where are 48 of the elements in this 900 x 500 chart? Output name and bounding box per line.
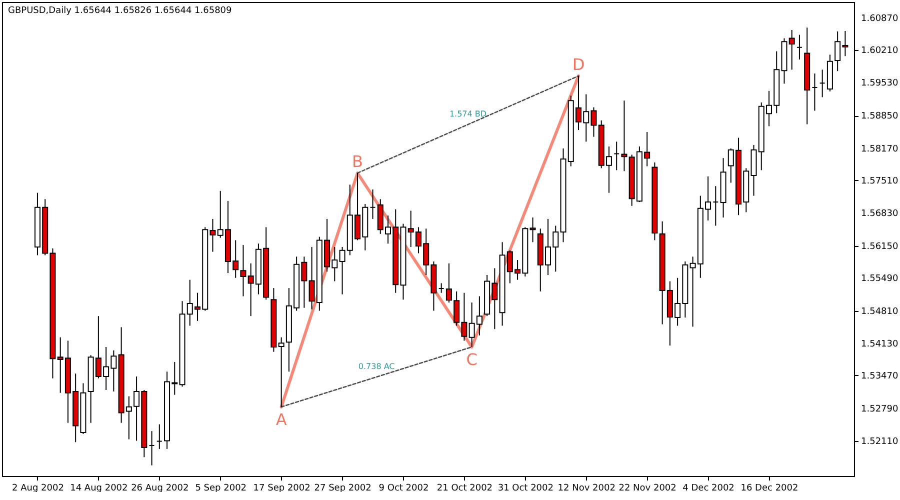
x-tick-label: 9 Oct 2002 <box>378 484 429 494</box>
candlestick <box>438 282 444 294</box>
candlestick <box>712 186 719 226</box>
y-tick-label: 1.56830 <box>861 209 898 220</box>
y-tick-label: 1.52790 <box>861 404 898 414</box>
y-tick-label: 1.55490 <box>861 274 898 284</box>
data-label: B <box>352 152 364 172</box>
x-tick-label: 17 Sep 2002 <box>253 484 310 494</box>
y-tick-label: 1.57510 <box>861 176 898 186</box>
candlestick <box>819 69 826 98</box>
x-tick-label: 14 Aug 2002 <box>70 484 128 494</box>
y-tick-label: 1.58850 <box>861 112 898 122</box>
candlestick <box>370 188 376 220</box>
series-label: 1.574 BD <box>449 109 487 118</box>
candlestick <box>788 30 795 70</box>
x-tick-label: 5 Sep 2002 <box>195 484 247 494</box>
candlestick <box>796 34 802 60</box>
candlestick <box>530 217 536 243</box>
chart-title: GBPUSD,Daily 1.65644 1.65826 1.65644 1.65809 <box>8 6 232 16</box>
y-tick-label: 1.58170 <box>861 144 898 154</box>
data-label: D <box>572 54 585 74</box>
y-tick-label: 1.56150 <box>861 242 898 252</box>
data-label: A <box>276 410 287 429</box>
candlestick <box>278 336 284 408</box>
candlestick <box>812 73 818 112</box>
candlestick <box>621 100 628 172</box>
x-tick-label: 21 Oct 2002 <box>436 484 493 494</box>
y-tick-label: 1.60870 <box>861 14 898 24</box>
x-tick-label: 16 Dec 2002 <box>740 484 798 494</box>
candlestick <box>156 424 162 450</box>
series-label: 0.738 AC <box>358 362 396 371</box>
x-tick-label: 26 Aug 2002 <box>131 484 189 494</box>
y-tick-label: 1.52110 <box>861 437 898 448</box>
candlestick <box>240 244 246 297</box>
y-tick-label: 1.54130 <box>861 340 898 350</box>
data-label: C <box>466 350 478 369</box>
x-tick-label: 31 Oct 2002 <box>498 484 554 494</box>
candlestick <box>148 430 155 466</box>
y-tick-label: 1.59530 <box>861 78 898 89</box>
x-tick-label: 22 Nov 2002 <box>618 484 676 494</box>
x-tick-label: 4 Dec 2002 <box>682 484 734 494</box>
x-tick-label: 12 Nov 2002 <box>558 484 616 494</box>
x-tick-label: 27 Sep 2002 <box>314 484 372 494</box>
x-tick-label: 2 Aug 2002 <box>12 484 64 494</box>
y-tick-label: 1.60210 <box>861 46 898 56</box>
y-tick-label: 1.54810 <box>861 306 898 317</box>
candlestick <box>614 141 620 171</box>
y-tick-label: 1.53470 <box>861 372 898 382</box>
